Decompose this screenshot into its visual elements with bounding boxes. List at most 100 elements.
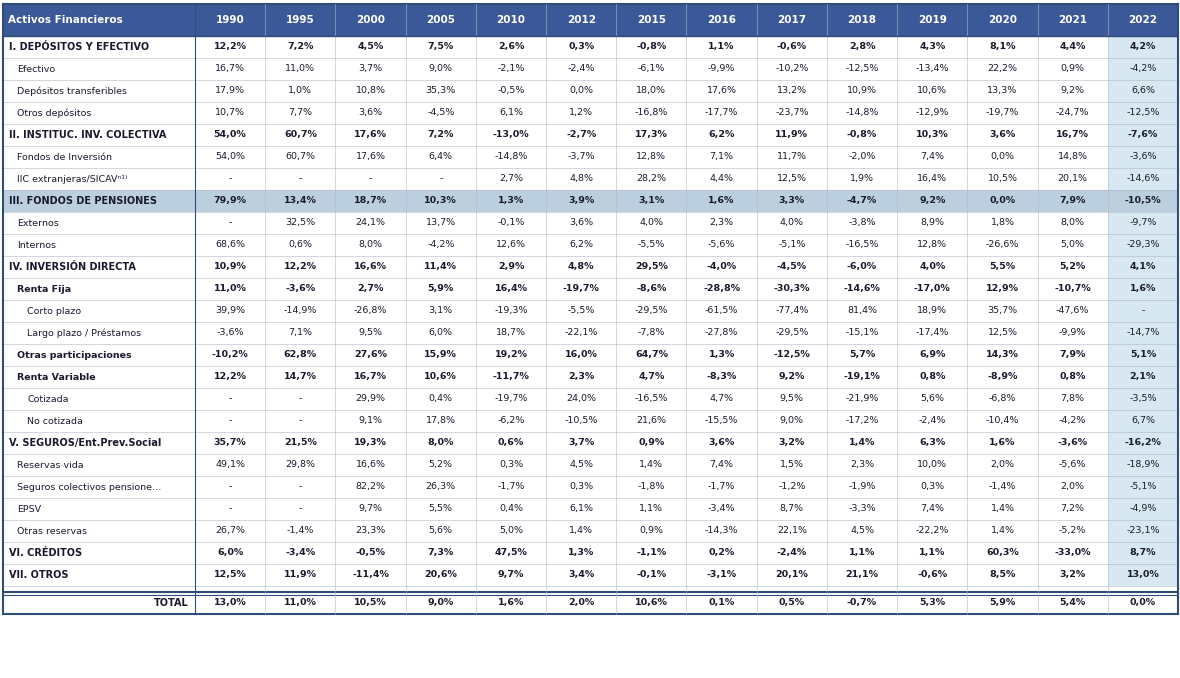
Text: TOTAL: TOTAL bbox=[155, 598, 189, 608]
Text: 7,4%: 7,4% bbox=[920, 153, 944, 161]
Bar bbox=[687, 146, 756, 168]
Text: -0,1%: -0,1% bbox=[636, 570, 667, 580]
Bar bbox=[1108, 234, 1178, 256]
Bar bbox=[195, 146, 266, 168]
Text: 4,7%: 4,7% bbox=[638, 372, 664, 382]
Bar bbox=[827, 80, 897, 102]
Text: -0,8%: -0,8% bbox=[636, 43, 667, 52]
Text: 10,9%: 10,9% bbox=[847, 87, 877, 96]
Text: -3,7%: -3,7% bbox=[568, 153, 595, 161]
Bar bbox=[616, 124, 687, 146]
Bar bbox=[616, 4, 687, 36]
Bar bbox=[827, 520, 897, 542]
Text: 10,6%: 10,6% bbox=[635, 599, 668, 607]
Bar bbox=[546, 234, 616, 256]
Bar bbox=[1037, 432, 1108, 454]
Text: 12,8%: 12,8% bbox=[917, 241, 948, 250]
Text: -1,4%: -1,4% bbox=[287, 527, 314, 536]
Bar bbox=[687, 410, 756, 432]
Bar bbox=[195, 520, 266, 542]
Text: 12,6%: 12,6% bbox=[496, 241, 526, 250]
Bar bbox=[266, 542, 335, 564]
Text: IV. INVERSIÓN DIRECTA: IV. INVERSIÓN DIRECTA bbox=[9, 262, 136, 272]
Bar bbox=[195, 212, 266, 234]
Bar bbox=[406, 4, 476, 36]
Text: -10,7%: -10,7% bbox=[1054, 285, 1092, 294]
Bar bbox=[897, 278, 968, 300]
Text: 9,5%: 9,5% bbox=[780, 395, 804, 403]
Text: 4,4%: 4,4% bbox=[1060, 43, 1086, 52]
Bar bbox=[335, 592, 406, 614]
Bar bbox=[827, 212, 897, 234]
Text: 4,8%: 4,8% bbox=[568, 262, 595, 271]
Bar bbox=[827, 344, 897, 366]
Text: -: - bbox=[299, 483, 302, 492]
Bar bbox=[756, 592, 827, 614]
Bar bbox=[4, 520, 195, 542]
Bar bbox=[827, 300, 897, 322]
Bar bbox=[1108, 344, 1178, 366]
Bar bbox=[756, 256, 827, 278]
Bar bbox=[335, 498, 406, 520]
Text: -: - bbox=[229, 218, 231, 228]
Text: 6,2%: 6,2% bbox=[569, 241, 594, 250]
Bar bbox=[827, 256, 897, 278]
Text: 28,2%: 28,2% bbox=[636, 174, 667, 184]
Text: -19,7%: -19,7% bbox=[494, 395, 527, 403]
Bar bbox=[616, 592, 687, 614]
Bar bbox=[546, 344, 616, 366]
Bar bbox=[1108, 278, 1178, 300]
Bar bbox=[968, 344, 1037, 366]
Text: -26,8%: -26,8% bbox=[354, 306, 387, 315]
Text: 2,6%: 2,6% bbox=[498, 43, 524, 52]
Bar bbox=[4, 454, 195, 476]
Bar bbox=[546, 256, 616, 278]
Text: 20,1%: 20,1% bbox=[1057, 174, 1088, 184]
Bar bbox=[195, 542, 266, 564]
Bar bbox=[616, 476, 687, 498]
Bar bbox=[897, 322, 968, 344]
Bar bbox=[687, 454, 756, 476]
Text: 5,1%: 5,1% bbox=[1129, 351, 1156, 359]
Bar bbox=[335, 366, 406, 388]
Text: -10,2%: -10,2% bbox=[211, 351, 249, 359]
Bar bbox=[476, 432, 546, 454]
Text: -5,6%: -5,6% bbox=[708, 241, 735, 250]
Bar bbox=[616, 410, 687, 432]
Text: 2015: 2015 bbox=[637, 15, 666, 25]
Text: -2,4%: -2,4% bbox=[568, 64, 595, 73]
Text: 0,9%: 0,9% bbox=[640, 527, 663, 536]
Bar bbox=[406, 388, 476, 410]
Text: 21,5%: 21,5% bbox=[284, 439, 316, 447]
Bar bbox=[897, 388, 968, 410]
Text: 0,4%: 0,4% bbox=[499, 504, 523, 513]
Text: 9,0%: 9,0% bbox=[427, 599, 454, 607]
Text: 0,2%: 0,2% bbox=[708, 549, 735, 557]
Bar bbox=[476, 234, 546, 256]
Text: -19,1%: -19,1% bbox=[844, 372, 880, 382]
Bar bbox=[335, 564, 406, 586]
Bar bbox=[827, 476, 897, 498]
Bar bbox=[687, 168, 756, 190]
Bar bbox=[195, 432, 266, 454]
Text: -: - bbox=[299, 416, 302, 426]
Text: -3,6%: -3,6% bbox=[216, 329, 244, 338]
Text: 4,3%: 4,3% bbox=[919, 43, 945, 52]
Text: Reservas vida: Reservas vida bbox=[17, 460, 84, 469]
Text: 6,6%: 6,6% bbox=[1130, 87, 1155, 96]
Text: -12,5%: -12,5% bbox=[1126, 108, 1160, 117]
Text: -17,4%: -17,4% bbox=[916, 329, 949, 338]
Bar bbox=[827, 4, 897, 36]
Text: -2,1%: -2,1% bbox=[497, 64, 525, 73]
Text: 5,2%: 5,2% bbox=[428, 460, 453, 469]
Text: 17,9%: 17,9% bbox=[215, 87, 245, 96]
Text: -21,9%: -21,9% bbox=[845, 395, 879, 403]
Text: 5,5%: 5,5% bbox=[428, 504, 453, 513]
Text: 6,1%: 6,1% bbox=[569, 504, 594, 513]
Text: -11,7%: -11,7% bbox=[492, 372, 530, 382]
Text: -14,7%: -14,7% bbox=[1126, 329, 1160, 338]
Bar bbox=[406, 366, 476, 388]
Text: 17,6%: 17,6% bbox=[707, 87, 736, 96]
Bar bbox=[546, 410, 616, 432]
Bar bbox=[1037, 212, 1108, 234]
